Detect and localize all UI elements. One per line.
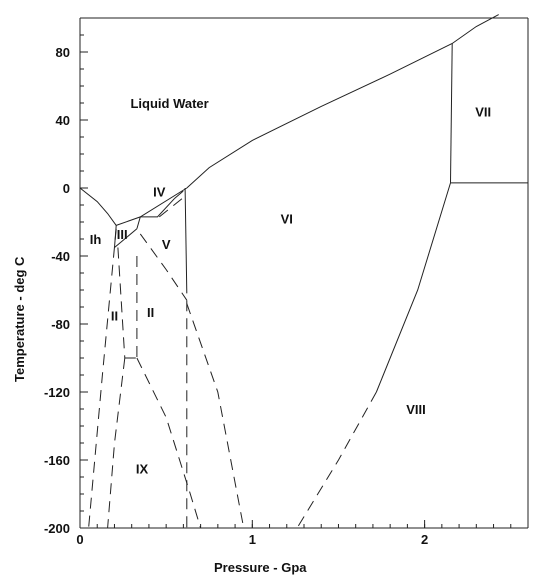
region-label: III	[117, 227, 128, 242]
solid-boundary-line	[116, 187, 188, 226]
y-tick-label: -120	[44, 385, 70, 400]
region-label: VI	[281, 212, 293, 227]
dashed-boundary-line	[117, 247, 126, 359]
region-label: IX	[136, 462, 149, 477]
region-label: Ih	[90, 232, 102, 247]
minor-ticks	[79, 17, 529, 529]
region-label: VIII	[406, 402, 426, 417]
y-tick-label: -200	[44, 521, 70, 536]
y-tick-label: 0	[63, 181, 70, 196]
y-ticks: 80 40 0 -40 -80 -120 -160 -200	[44, 45, 88, 536]
y-tick-label: -40	[51, 249, 70, 264]
solid-boundary-line	[140, 197, 176, 218]
dashed-boundary-line	[139, 233, 188, 301]
solid-boundary-line	[375, 182, 451, 393]
solid-boundary-line	[450, 43, 453, 183]
region-label: II	[111, 309, 118, 324]
dashed-boundary-line	[158, 194, 188, 218]
plot-area: 0 1 2 80 40 0 -40 -80 -120 -160 -200 Liquid Water…	[44, 14, 529, 547]
y-tick-label: -80	[51, 317, 70, 332]
y-tick-label: 80	[56, 45, 70, 60]
x-tick-label: 2	[421, 532, 428, 547]
dashed-boundary-line	[88, 228, 117, 529]
y-tick-label: -160	[44, 453, 70, 468]
x-axis-label: Pressure - Gpa	[214, 560, 307, 575]
dashed-boundary-line	[136, 357, 202, 529]
solid-boundary-line	[186, 14, 499, 189]
x-tick-label: 1	[249, 532, 256, 547]
phase-boundaries	[79, 14, 528, 529]
dashed-boundary-line	[107, 357, 126, 529]
solid-boundary-line	[184, 187, 188, 294]
region-label: II	[147, 305, 154, 320]
dashed-boundary-line	[186, 303, 245, 529]
region-label: IV	[153, 184, 166, 199]
x-ticks: 0 1 2	[76, 520, 428, 547]
solid-boundary-line	[79, 187, 117, 226]
region-label: V	[162, 237, 171, 252]
region-label: Liquid Water	[130, 96, 208, 111]
solid-boundary-line	[114, 228, 138, 248]
solid-boundary-line	[136, 216, 141, 229]
dashed-boundary-line	[296, 391, 377, 529]
y-tick-label: 40	[56, 113, 70, 128]
x-tick-label: 0	[76, 532, 83, 547]
y-axis-label: Temperature - deg C	[12, 256, 27, 382]
dashed-boundary-line	[174, 187, 188, 199]
region-label: VII	[475, 105, 491, 120]
